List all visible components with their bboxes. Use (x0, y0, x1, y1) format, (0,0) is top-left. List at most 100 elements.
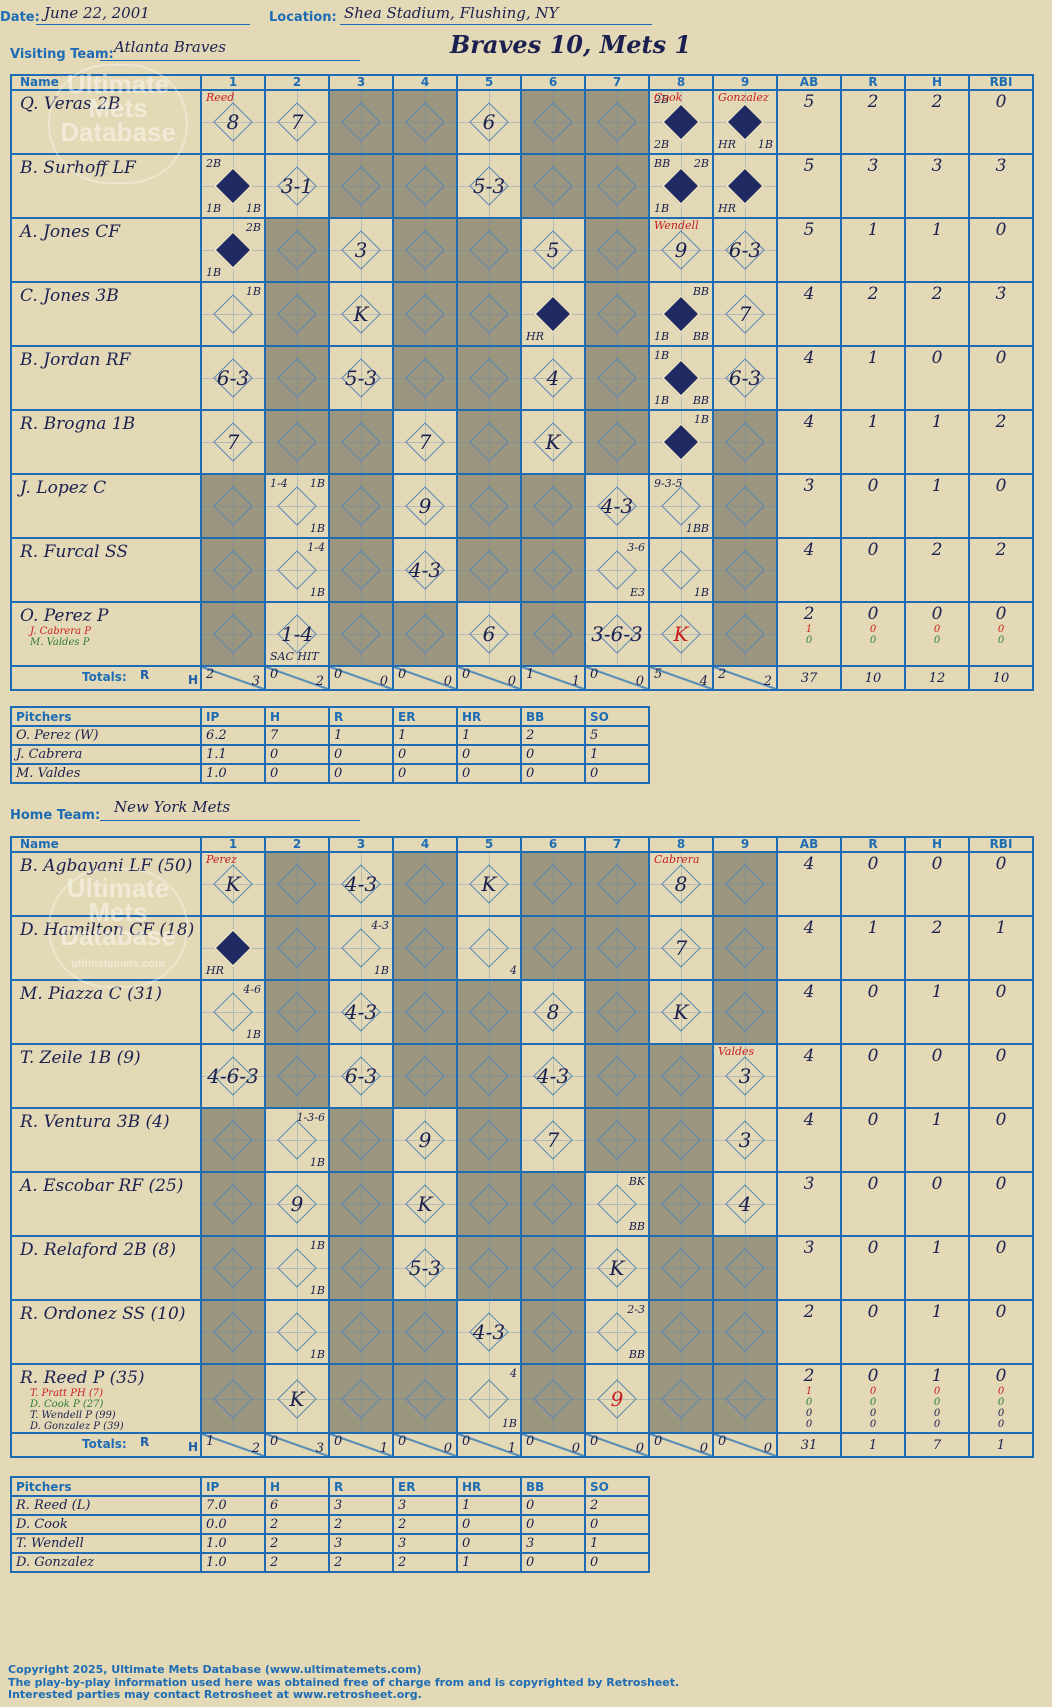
play-annotation: BB (628, 1348, 645, 1361)
batter-stat: 2 (904, 89, 970, 155)
at-bat-cell (648, 1363, 714, 1434)
play-annotation: 4-6 (243, 983, 261, 996)
base-diamond (405, 230, 445, 270)
stat-value: 0 (995, 348, 1007, 368)
at-bat-cell: 6-3 (712, 217, 778, 283)
base-diamond (341, 486, 381, 526)
at-bat-cell (584, 915, 650, 981)
base-diamond (341, 1312, 381, 1352)
base-diamond (533, 486, 573, 526)
pitcher-stat: 1 (456, 1495, 522, 1516)
base-diamond (213, 614, 253, 654)
play-result: 6-3 (728, 366, 762, 390)
at-bat-cell (328, 473, 394, 539)
at-bat-cell: 4-3 (392, 537, 458, 603)
stat-value: 1 (931, 476, 943, 496)
at-bat-cell: 2B 1B 1B (200, 153, 266, 219)
base-diamond (661, 1120, 701, 1160)
total-stat: 37 (776, 665, 842, 691)
total-stat: 10 (840, 665, 906, 691)
base-diamond (597, 358, 637, 398)
batter-stat: 0 (904, 1171, 970, 1237)
batter-name-cell: O. Perez P J. Cabrera P M. Valdes P (10, 601, 202, 667)
batter-name-cell: T. Zeile 1B (9) (10, 1043, 202, 1109)
batter-stat: 1 (904, 217, 970, 283)
at-bat-cell: 4-3 (456, 1299, 522, 1365)
at-bat-cell: 7 (200, 409, 266, 475)
at-bat-cell: 9 (264, 1171, 330, 1237)
at-bat-cell: 6-3 (328, 1043, 394, 1109)
pitcher-stat: 0 (392, 744, 458, 765)
at-bat-cell: BB 2B 1B (648, 153, 714, 219)
stat-value: 0 (995, 1046, 1007, 1066)
play-annotation: 1B (693, 586, 709, 599)
at-bat-cell (520, 1171, 586, 1237)
play-annotation: 4 (510, 964, 517, 977)
play-annotation: BK (628, 1175, 645, 1188)
stat-value: 0 (995, 1366, 1007, 1386)
play-result: 6 (482, 110, 496, 134)
base-diamond (533, 550, 573, 590)
visiting-team-name: Atlanta Braves (114, 38, 226, 56)
base-diamond (213, 486, 253, 526)
base-diamond (469, 1184, 509, 1224)
pitcher-stat: 0 (392, 763, 458, 784)
stat-value: 0 (931, 604, 943, 624)
pitcher-stat: 1 (392, 725, 458, 746)
stat-value: 0 (867, 604, 879, 624)
pitcher-stat: 1 (456, 1552, 522, 1573)
base-diamond (533, 614, 573, 654)
batter-name-cell: R. Ventura 3B (4) (10, 1107, 202, 1173)
batter-stat: 0 (968, 1299, 1034, 1365)
play-result: 4-3 (408, 558, 442, 582)
sub-stat-value: 0 (869, 1397, 877, 1408)
batter-row: R. Brogna 1B 7 7 K 1B 4 1 1 2 (10, 409, 1034, 475)
stat-value: 0 (931, 854, 943, 874)
name-header: Name (10, 74, 202, 91)
play-result: K (289, 1386, 305, 1411)
substitute-name: T. Pratt PH (7) (30, 1388, 104, 1399)
pitching-header: H (264, 706, 330, 727)
at-bat-cell (264, 345, 330, 411)
at-bat-cell: K (520, 409, 586, 475)
at-bat-cell: 1-4 SAC HIT (264, 601, 330, 667)
inning-runs: 0 (270, 1434, 279, 1449)
base-diamond (277, 358, 317, 398)
stat-value: 2 (995, 412, 1007, 432)
batter-name-cell: D. Relaford 2B (8) (10, 1235, 202, 1301)
sub-stat-value: 0 (805, 635, 813, 646)
at-bat-cell: 4-3 (520, 1043, 586, 1109)
stat-value: 0 (995, 1110, 1007, 1130)
batter-name: M. Piazza C (31) (20, 984, 162, 1004)
inning-header: 6 (520, 74, 586, 91)
pitcher-stat: 2 (584, 1495, 650, 1516)
sub-stat-value: 0 (933, 635, 941, 646)
inning-header: 2 (264, 74, 330, 91)
stat-value: 4 (803, 412, 815, 432)
batter-row: M. Piazza C (31) 4-6 1B 4-3 8 K 4 0 1 0 (10, 979, 1034, 1045)
batter-name: R. Ordonez SS (10) (20, 1304, 186, 1324)
base-diamond (405, 928, 445, 968)
at-bat-cell (520, 537, 586, 603)
at-bat-cell (584, 1043, 650, 1109)
batter-stat: 3 (968, 281, 1034, 347)
play-result: 4-3 (536, 1064, 570, 1088)
inning-header: 4 (392, 836, 458, 853)
play-result: 3-6-3 (591, 622, 643, 646)
total-stat: 1 (968, 1432, 1034, 1458)
stat-header: RBI (968, 836, 1034, 853)
at-bat-cell: 9 Wendell (648, 217, 714, 283)
at-bat-cell: 4-6 1B (200, 979, 266, 1045)
stat-value: 0 (867, 982, 879, 1002)
date-value: June 22, 2001 (44, 4, 150, 22)
inning-runs: 0 (334, 1434, 343, 1449)
play-result: K (673, 1000, 689, 1024)
run-scored-diamond (661, 358, 701, 398)
batter-row: R. Furcal SS 1-4 1B 4-3 3-6 E3 1B 4 0 2 2 (10, 537, 1034, 603)
stat-header: R (840, 836, 906, 853)
at-bat-cell (456, 1107, 522, 1173)
stat-value: 3 (803, 1238, 815, 1258)
